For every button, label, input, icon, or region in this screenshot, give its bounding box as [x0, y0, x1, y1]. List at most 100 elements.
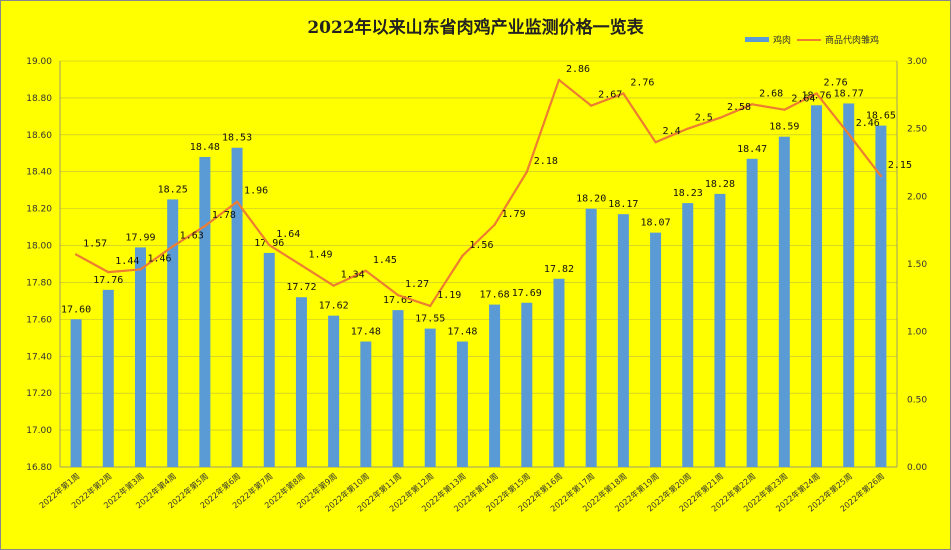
line-point	[396, 293, 400, 297]
bar-value-label: 17.76	[93, 275, 123, 286]
bar-value-label: 18.65	[866, 111, 896, 122]
y-right-tick-label: 0.50	[907, 395, 927, 405]
line-point	[847, 132, 850, 136]
y-right-tick-label: 3.00	[907, 57, 927, 67]
bar-value-label: 17.48	[447, 327, 477, 338]
y-right-tick-label: 1.00	[907, 328, 927, 338]
bar	[714, 193, 726, 467]
line-value-label: 1.79	[502, 209, 526, 220]
line-point	[750, 103, 754, 106]
bar-value-label: 18.48	[190, 142, 220, 153]
line-value-label: 1.45	[373, 255, 397, 266]
y-left-tick-label: 17.40	[26, 352, 52, 362]
bar	[424, 328, 436, 467]
bar-value-label: 18.17	[608, 199, 638, 210]
line-point	[622, 92, 625, 95]
bar-value-label: 18.25	[158, 184, 188, 195]
line-value-label: 2.15	[888, 160, 912, 171]
y-right-tick-label: 1.50	[907, 260, 927, 270]
bar-value-label: 17.99	[125, 232, 155, 243]
line-value-label: 1.96	[244, 186, 268, 197]
bar	[263, 252, 275, 467]
line-value-label: 1.64	[276, 229, 300, 240]
bar	[843, 103, 855, 467]
y-right-tick-label: 2.50	[907, 125, 927, 135]
line-series	[75, 78, 882, 308]
line-value-label: 1.46	[147, 253, 171, 264]
y-left-tick-label: 18.40	[26, 168, 52, 178]
line-point	[364, 269, 368, 272]
line-value-label: 2.4	[663, 126, 681, 137]
bar-value-label: 17.82	[544, 264, 574, 275]
line-value-label: 2.68	[759, 88, 783, 99]
line-point	[235, 200, 239, 203]
bar	[746, 158, 758, 468]
line-point	[300, 264, 303, 267]
line-point	[74, 253, 78, 256]
chart-legend: 鸡肉 商品代肉雏鸡	[745, 33, 879, 46]
line-point	[783, 108, 786, 111]
y-left-tick-label: 18.00	[26, 242, 52, 252]
y-right-tick-label: 0.00	[907, 463, 927, 473]
bar	[167, 199, 179, 467]
line-point	[107, 270, 110, 274]
bar	[70, 319, 82, 467]
line-value-label: 2.86	[566, 64, 590, 75]
line-point	[815, 92, 818, 95]
line-value-label: 2.18	[534, 156, 558, 167]
bar	[585, 208, 597, 468]
bar	[553, 278, 565, 467]
bar-value-label: 18.23	[673, 188, 703, 199]
bar-value-label: 18.59	[769, 122, 799, 133]
line-value-label: 2.76	[630, 77, 654, 88]
y-left-tick-label: 17.20	[26, 389, 52, 399]
bar	[811, 105, 823, 468]
line-value-label: 1.56	[469, 240, 493, 251]
bar-value-label: 18.07	[641, 218, 671, 229]
bar	[360, 341, 372, 467]
bar	[617, 214, 629, 467]
y-left-tick-label: 16.80	[26, 463, 52, 473]
line-value-label: 1.78	[212, 210, 236, 221]
line-point	[525, 170, 528, 174]
bar	[650, 232, 662, 467]
line-point	[879, 174, 883, 178]
bar-value-label: 18.53	[222, 133, 252, 144]
line-point	[461, 254, 464, 258]
line-value-label: 1.49	[308, 249, 332, 260]
y-left-tick-label: 18.80	[26, 94, 52, 104]
bar	[682, 203, 694, 467]
line-point	[718, 116, 722, 120]
bar-value-label: 17.48	[351, 327, 381, 338]
legend-swatch-line	[797, 38, 822, 41]
bar	[328, 315, 340, 467]
line-value-label: 1.19	[437, 290, 461, 301]
bar-value-label: 17.55	[415, 314, 445, 325]
bar-value-label: 18.28	[705, 179, 735, 190]
bar-value-label: 17.69	[512, 288, 542, 299]
bar	[134, 247, 146, 467]
line-value-label: 1.34	[341, 270, 365, 281]
line-value-label: 1.27	[405, 279, 429, 290]
legend-label-line: 商品代肉雏鸡	[825, 36, 880, 46]
legend-swatch-bar	[745, 37, 769, 42]
bar	[489, 304, 501, 467]
y-left-tick-label: 18.60	[26, 131, 52, 141]
line-value-label: 2.76	[824, 77, 848, 88]
line-value-label: 1.57	[83, 239, 107, 250]
y-right-tick-label: 2.00	[907, 192, 927, 202]
legend-item-bar: 鸡肉	[745, 33, 791, 46]
line-value-label: 2.67	[598, 90, 622, 101]
legend-item-line: 商品代肉雏鸡	[797, 33, 879, 46]
line-point	[493, 223, 496, 226]
bar-value-label: 18.77	[834, 88, 864, 99]
line-point	[139, 268, 142, 271]
line-value-label: 2.46	[856, 118, 880, 129]
line-point	[589, 104, 593, 107]
bar-value-label: 17.65	[383, 295, 413, 306]
bar	[199, 156, 211, 468]
bar-value-label: 17.62	[319, 301, 349, 312]
chart-title: 2022年以来山东省肉鸡产业监测价格一览表	[307, 18, 644, 38]
